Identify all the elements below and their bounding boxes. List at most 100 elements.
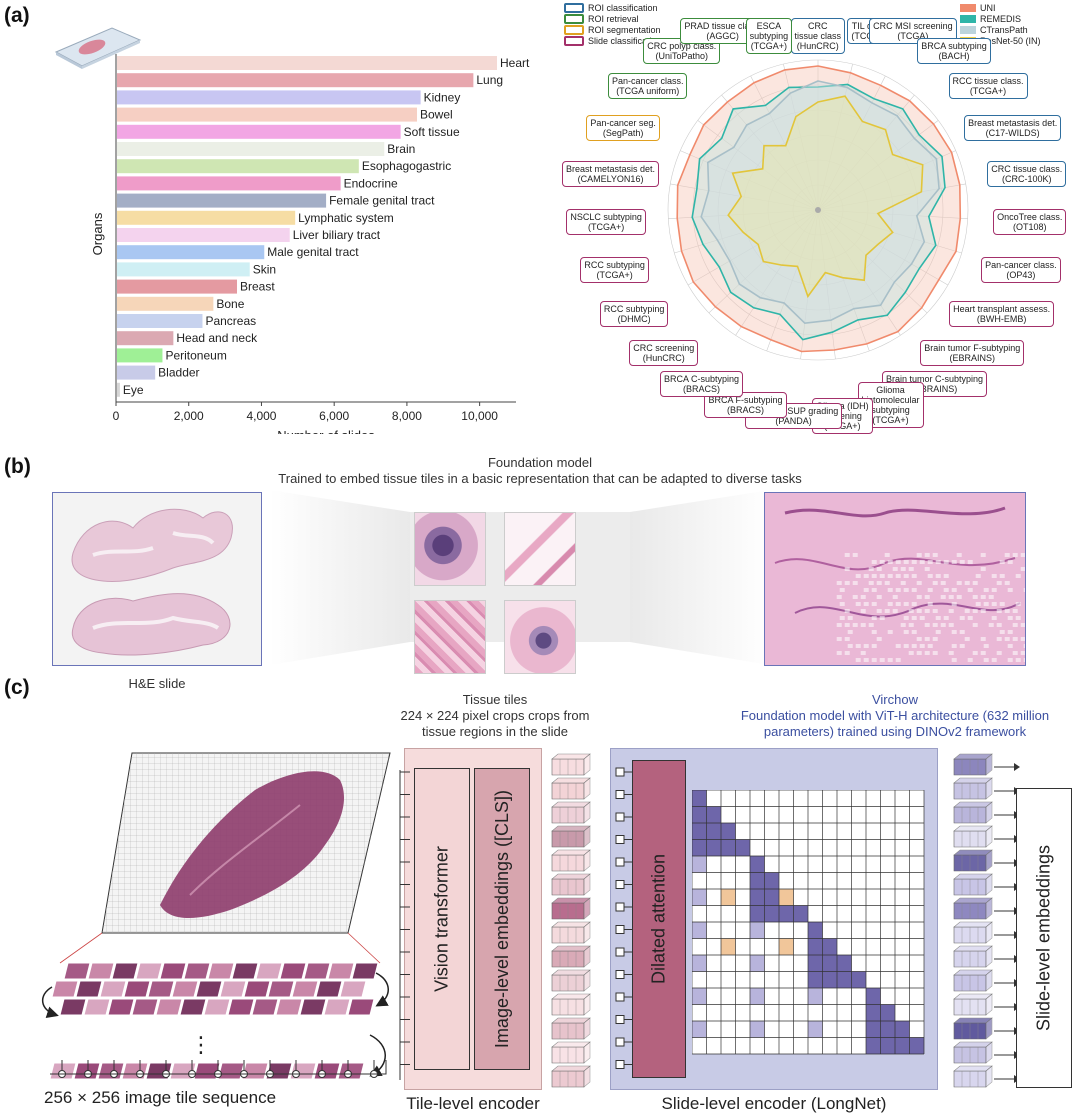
embedding-cube-top xyxy=(954,898,992,903)
radar-task-label: Pan-cancer seg. (SegPath) xyxy=(586,115,660,141)
tile-mark xyxy=(872,616,877,620)
tile-mark xyxy=(917,637,922,641)
tile-mark xyxy=(976,602,981,606)
tile-mark xyxy=(872,644,877,648)
image-tile xyxy=(304,963,330,979)
tile-mark xyxy=(864,574,869,578)
embedding-stack-right xyxy=(940,752,1020,1092)
slide-embeddings-box: Slide-level embeddings xyxy=(1016,788,1072,1088)
radar-task-label: Heart transplant assess. (BWH-EMB) xyxy=(949,301,1054,327)
tile-mark xyxy=(933,609,938,613)
attention-cell xyxy=(794,906,809,923)
attention-cell xyxy=(765,906,780,923)
tile-mark xyxy=(877,665,882,666)
bar-bone xyxy=(117,297,213,311)
tile-mark xyxy=(912,630,917,634)
attention-cell xyxy=(808,955,823,972)
image-tile xyxy=(64,963,90,979)
tile-mark xyxy=(1005,637,1010,641)
tile-mark xyxy=(888,560,893,564)
tile-mark xyxy=(869,581,874,585)
x-axis-title: Number of slides xyxy=(277,428,375,434)
tile-mark xyxy=(904,616,909,620)
image-tile xyxy=(300,999,326,1015)
bar-label: Female genital tract xyxy=(329,194,435,208)
virchow-title: Virchow xyxy=(745,692,1045,707)
bar-label: Bowel xyxy=(420,108,453,122)
bar-label: Brain xyxy=(387,142,415,156)
embedding-cube-top xyxy=(954,826,992,831)
tile-encoder-label: Tile-level encoder xyxy=(380,1094,566,1114)
tile-mark xyxy=(864,658,869,662)
bar-peritoneum xyxy=(117,348,162,362)
tile-mark xyxy=(981,609,986,613)
attention-cell xyxy=(750,922,765,939)
tile-mark xyxy=(845,581,850,585)
tile-mark xyxy=(965,637,970,641)
bar-endocrine xyxy=(117,176,341,190)
panel-label-b: (b) xyxy=(4,455,31,479)
tile-mark xyxy=(840,602,845,606)
tile-mark xyxy=(1024,658,1026,662)
attention-cell xyxy=(866,988,881,1005)
tile-mark xyxy=(1013,623,1018,627)
tile-mark xyxy=(928,588,933,592)
tile-mark xyxy=(917,595,922,599)
bar-label: Head and neck xyxy=(176,331,258,345)
attention-cell xyxy=(750,873,765,890)
attention-cell xyxy=(823,955,838,972)
tile-mark xyxy=(960,644,965,648)
embedding-cube-top xyxy=(552,1042,590,1047)
tile-mark xyxy=(965,581,970,585)
tile-mark xyxy=(917,553,922,557)
tile-mark xyxy=(984,602,989,606)
embedding-cube-top xyxy=(954,778,992,783)
tile-mark xyxy=(1021,623,1026,627)
embedding-cube-top xyxy=(954,994,992,999)
tile-mark xyxy=(941,581,946,585)
tile-mark xyxy=(1013,665,1018,666)
tile-mark xyxy=(1016,658,1021,662)
tile-mark xyxy=(989,623,994,627)
radar-task-label: CRC tissue class (HunCRC) xyxy=(791,18,846,54)
tile-mark xyxy=(997,581,1002,585)
tile-mark xyxy=(1008,616,1013,620)
tile-mark xyxy=(1021,637,1026,641)
ellipsis: ⋮ xyxy=(190,1032,212,1058)
tile-mark xyxy=(840,588,845,592)
tile-mark xyxy=(984,658,989,662)
attention-cell xyxy=(895,1038,910,1055)
tissue-tile-4 xyxy=(504,600,576,674)
attention-cell xyxy=(881,1005,896,1022)
tile-mark xyxy=(845,637,850,641)
tile-mark xyxy=(885,553,890,557)
image-tile xyxy=(52,981,78,997)
attention-cell xyxy=(692,856,707,873)
tile-mark xyxy=(845,623,850,627)
tile-mark xyxy=(896,658,901,662)
tile-mark xyxy=(837,595,842,599)
tile-mark xyxy=(917,581,922,585)
tile-mark xyxy=(925,567,930,571)
tile-mark xyxy=(925,609,930,613)
tile-mark xyxy=(992,658,997,662)
image-tile xyxy=(148,981,174,997)
tile-mark xyxy=(917,651,922,655)
tile-mark xyxy=(909,609,914,613)
tile-mark xyxy=(837,637,842,641)
tile-mark xyxy=(1008,644,1013,648)
tile-mark xyxy=(837,581,842,585)
embedding-cube-top xyxy=(552,898,590,903)
embedding-cube-top xyxy=(954,1018,992,1023)
input-square xyxy=(616,1016,624,1024)
tile-mark xyxy=(1024,644,1026,648)
tile-mark xyxy=(893,595,898,599)
input-square xyxy=(616,993,624,1001)
attention-cell xyxy=(750,988,765,1005)
image-tile xyxy=(280,963,306,979)
tile-mark xyxy=(848,644,853,648)
attention-cell xyxy=(808,922,823,939)
image-tile xyxy=(324,999,350,1015)
tile-mark xyxy=(925,651,930,655)
tile-mark xyxy=(992,616,997,620)
